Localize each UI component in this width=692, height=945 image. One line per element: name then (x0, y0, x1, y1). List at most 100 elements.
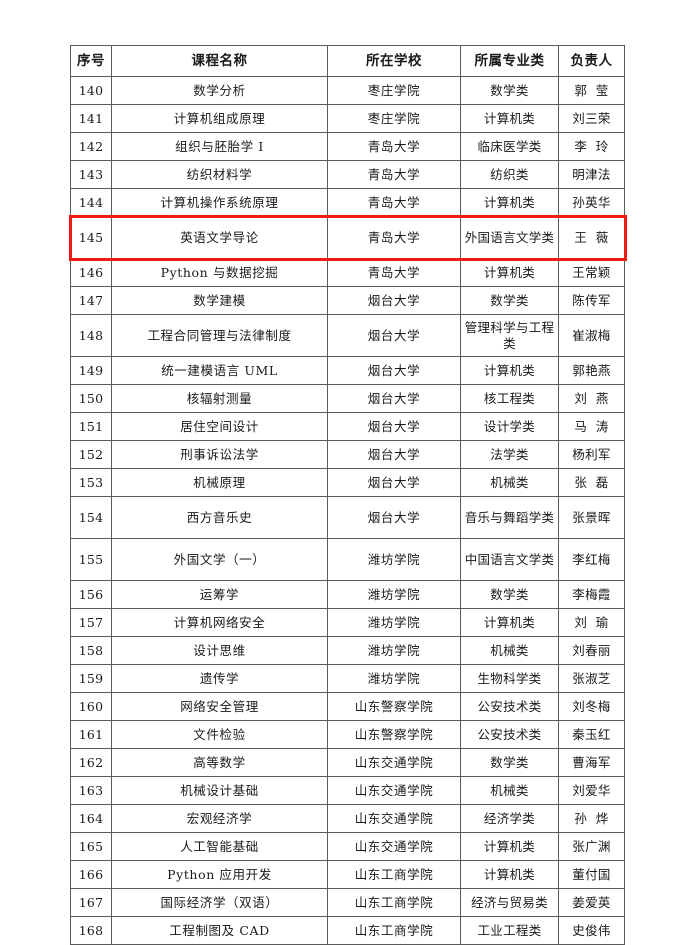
cell-seq: 153 (70, 468, 112, 497)
cell-owner: 郭艳燕 (558, 356, 625, 385)
cell-owner: 史俊伟 (558, 916, 625, 945)
cell-owner: 张广渊 (558, 832, 625, 861)
cell-school: 枣庄学院 (327, 76, 461, 105)
cell-school: 山东交通学院 (327, 748, 461, 777)
cell-major: 计算机类 (460, 832, 559, 861)
column-header-course: 课程名称 (111, 45, 328, 77)
cell-seq: 151 (70, 412, 112, 441)
cell-school: 青岛大学 (327, 160, 461, 189)
cell-owner: 秦玉红 (558, 720, 625, 749)
cell-major: 工业工程类 (460, 916, 559, 945)
cell-major: 数学类 (460, 748, 559, 777)
cell-course: 遗传学 (111, 664, 328, 693)
table-row: 152 刑事诉讼法学 烟台大学 法学类 杨利军 (70, 440, 625, 469)
table-row: 165 人工智能基础 山东交通学院 计算机类 张广渊 (70, 832, 625, 861)
cell-course: 工程制图及 CAD (111, 916, 328, 945)
cell-owner: 李红梅 (558, 538, 625, 581)
table-row: 167 国际经济学（双语） 山东工商学院 经济与贸易类 姜爱英 (70, 888, 625, 917)
cell-seq: 157 (70, 608, 112, 637)
cell-owner: 姜爱英 (558, 888, 625, 917)
cell-course: 机械原理 (111, 468, 328, 497)
cell-major: 中国语言文学类 (460, 538, 559, 581)
cell-major: 数学类 (460, 580, 559, 609)
cell-seq: 167 (70, 888, 112, 917)
cell-school: 山东交通学院 (327, 776, 461, 805)
cell-major: 临床医学类 (460, 132, 559, 161)
cell-school: 潍坊学院 (327, 608, 461, 637)
table-row: 158 设计思维 潍坊学院 机械类 刘春丽 (70, 636, 625, 665)
cell-course: 工程合同管理与法律制度 (111, 314, 328, 357)
cell-school: 潍坊学院 (327, 636, 461, 665)
cell-owner: 陈传军 (558, 286, 625, 315)
table-row: 156 运筹学 潍坊学院 数学类 李梅霞 (70, 580, 625, 609)
table-row: 161 文件检验 山东警察学院 公安技术类 秦玉红 (70, 720, 625, 749)
cell-course: 组织与胚胎学 I (111, 132, 328, 161)
cell-major: 经济与贸易类 (460, 888, 559, 917)
table-row: 140 数学分析 枣庄学院 数学类郭 莹 (70, 76, 625, 105)
table-row: 141 计算机组成原理 枣庄学院 计算机类 刘三荣 (70, 104, 625, 133)
cell-owner: 张 磊 (558, 468, 625, 497)
cell-course: 文件检验 (111, 720, 328, 749)
column-header-major: 所属专业类 (460, 45, 559, 77)
cell-course: 运筹学 (111, 580, 328, 609)
cell-owner: 刘 燕 (558, 384, 625, 413)
table-row: 162 高等数学 山东交通学院 数学类 曹海军 (70, 748, 625, 777)
cell-course: 外国文学（一） (111, 538, 328, 581)
cell-school: 烟台大学 (327, 496, 461, 539)
cell-course: 国际经济学（双语） (111, 888, 328, 917)
cell-school: 山东交通学院 (327, 804, 461, 833)
cell-major: 生物科学类 (460, 664, 559, 693)
cell-seq: 145 (70, 216, 112, 259)
cell-course: 宏观经济学 (111, 804, 328, 833)
cell-school: 烟台大学 (327, 468, 461, 497)
cell-major: 管理科学与工程类 (460, 314, 559, 357)
cell-school: 山东交通学院 (327, 832, 461, 861)
cell-school: 潍坊学院 (327, 580, 461, 609)
cell-school: 山东警察学院 (327, 720, 461, 749)
cell-course: 计算机组成原理 (111, 104, 328, 133)
cell-school: 青岛大学 (327, 132, 461, 161)
cell-seq: 168 (70, 916, 112, 945)
table-row: 143 纺织材料学 青岛大学 纺织类 明津法 (70, 160, 625, 189)
cell-owner: 明津法 (558, 160, 625, 189)
cell-major: 经济学类 (460, 804, 559, 833)
table-row: 166 Python 应用开发 山东工商学院 计算机类 董付国 (70, 860, 625, 889)
cell-seq: 156 (70, 580, 112, 609)
cell-seq: 154 (70, 496, 112, 539)
table-row: 163 机械设计基础 山东交通学院 机械类 刘爱华 (70, 776, 625, 805)
table-row: 142 组织与胚胎学 I 青岛大学 临床医学类李 玲 (70, 132, 625, 161)
cell-major: 机械类 (460, 468, 559, 497)
cell-school: 烟台大学 (327, 440, 461, 469)
cell-owner: 马 涛 (558, 412, 625, 441)
cell-owner: 李 玲 (558, 132, 625, 161)
cell-owner: 李梅霞 (558, 580, 625, 609)
cell-school: 山东工商学院 (327, 916, 461, 945)
cell-school: 山东工商学院 (327, 860, 461, 889)
course-table-container: 序号 课程名称 所在学校 所属专业类 负责人 140 数学分析 枣庄学院 数学类郭 莹 141 计… (70, 45, 625, 945)
cell-owner: 孙英华 (558, 188, 625, 217)
column-header-owner: 负责人 (558, 45, 625, 77)
cell-seq: 164 (70, 804, 112, 833)
cell-school: 潍坊学院 (327, 538, 461, 581)
cell-major: 计算机类 (460, 258, 559, 287)
cell-seq: 146 (70, 258, 112, 287)
cell-course: 纺织材料学 (111, 160, 328, 189)
cell-seq: 152 (70, 440, 112, 469)
cell-school: 山东警察学院 (327, 692, 461, 721)
column-header-seq: 序号 (70, 45, 112, 77)
table-row: 164 宏观经济学 山东交通学院 经济学类孙 烨 (70, 804, 625, 833)
cell-major: 法学类 (460, 440, 559, 469)
cell-course: Python 与数据挖掘 (111, 258, 328, 287)
cell-school: 烟台大学 (327, 412, 461, 441)
table-row: 149 统一建模语言 UML 烟台大学 计算机类 郭艳燕 (70, 356, 625, 385)
table-row: 145 英语文学导论 青岛大学 外国语言文学类王 薇 (70, 216, 625, 259)
cell-course: 计算机操作系统原理 (111, 188, 328, 217)
cell-course: 数学建模 (111, 286, 328, 315)
cell-seq: 163 (70, 776, 112, 805)
cell-seq: 165 (70, 832, 112, 861)
cell-owner: 崔淑梅 (558, 314, 625, 357)
cell-owner: 董付国 (558, 860, 625, 889)
cell-owner: 孙 烨 (558, 804, 625, 833)
course-table: 序号 课程名称 所在学校 所属专业类 负责人 140 数学分析 枣庄学院 数学类郭 莹 141 计… (70, 45, 625, 945)
cell-owner: 王 薇 (558, 216, 625, 259)
